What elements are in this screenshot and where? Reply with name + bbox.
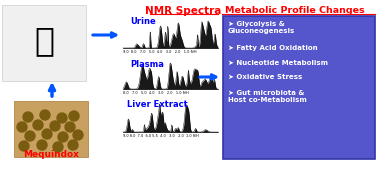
- Text: ➤ Gut microbiota &
Host co-Metabolism: ➤ Gut microbiota & Host co-Metabolism: [228, 90, 307, 103]
- FancyBboxPatch shape: [14, 101, 88, 157]
- Circle shape: [69, 111, 79, 121]
- Circle shape: [42, 129, 52, 139]
- Circle shape: [37, 140, 47, 150]
- Circle shape: [53, 142, 63, 152]
- Circle shape: [57, 113, 67, 123]
- Circle shape: [58, 132, 68, 142]
- Circle shape: [25, 131, 35, 141]
- Circle shape: [33, 120, 43, 130]
- Text: 🐀: 🐀: [34, 25, 54, 57]
- Circle shape: [68, 140, 78, 150]
- Text: 8.0   7.0   5.0  4.0   3.0   2.0   1.0 δ/H: 8.0 7.0 5.0 4.0 3.0 2.0 1.0 δ/H: [123, 91, 189, 95]
- Circle shape: [40, 110, 50, 120]
- FancyBboxPatch shape: [223, 16, 375, 159]
- Text: 9.0  8.0   7.0   5.0  4.0   3.0   2.0   1.0 δ/H: 9.0 8.0 7.0 5.0 4.0 3.0 2.0 1.0 δ/H: [123, 50, 197, 54]
- Text: Mequindox: Mequindox: [23, 150, 79, 159]
- Circle shape: [23, 112, 33, 122]
- Text: Plasma: Plasma: [130, 60, 164, 69]
- Text: NMR Spectra: NMR Spectra: [145, 6, 221, 16]
- Text: Liver Extract: Liver Extract: [127, 100, 188, 109]
- Circle shape: [19, 141, 29, 151]
- Text: Urine: Urine: [130, 17, 156, 26]
- FancyBboxPatch shape: [2, 5, 86, 81]
- Circle shape: [65, 122, 75, 132]
- Circle shape: [17, 122, 27, 132]
- Text: Metabolic Profile Changes: Metabolic Profile Changes: [225, 6, 365, 15]
- Circle shape: [50, 121, 60, 131]
- Text: ➤ Oxidative Stress: ➤ Oxidative Stress: [228, 74, 302, 80]
- Text: ➤ Nucleotide Metabolism: ➤ Nucleotide Metabolism: [228, 60, 328, 66]
- Circle shape: [73, 130, 83, 140]
- Text: ➤ Fatty Acid Oxidation: ➤ Fatty Acid Oxidation: [228, 45, 318, 51]
- Text: ➤ Glycolysis &
Gluconeogenesis: ➤ Glycolysis & Gluconeogenesis: [228, 21, 295, 34]
- Text: 9.0 8.0  7.0  6.0 5.5  4.0   3.0   2.0  1.0 δ/H: 9.0 8.0 7.0 6.0 5.5 4.0 3.0 2.0 1.0 δ/H: [123, 134, 199, 138]
